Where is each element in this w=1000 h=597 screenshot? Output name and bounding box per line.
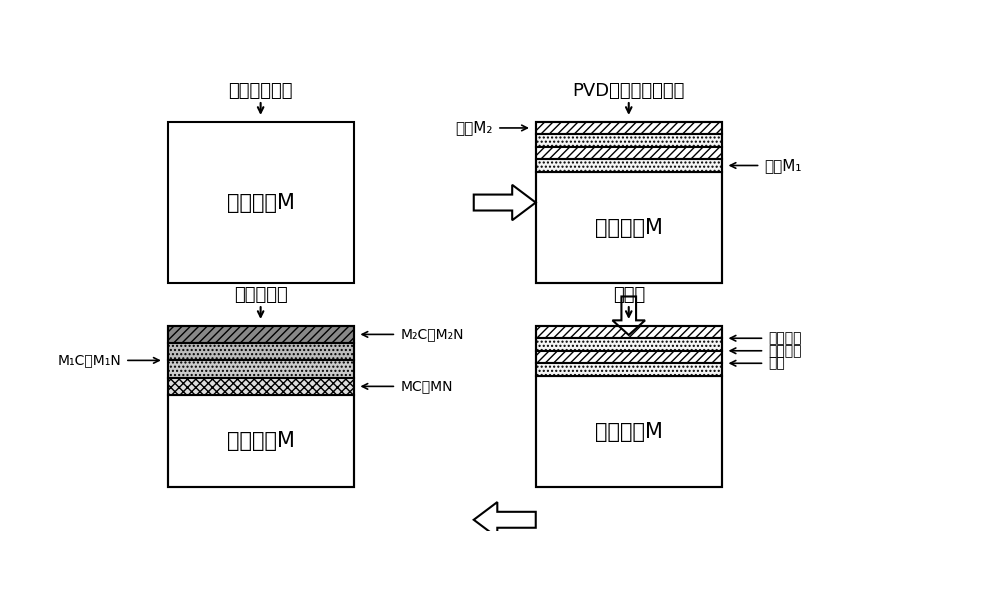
- Bar: [168, 361, 354, 378]
- Bar: [168, 378, 354, 395]
- Bar: [536, 122, 722, 284]
- Text: 金属基体M: 金属基体M: [227, 193, 295, 213]
- Bar: [536, 134, 722, 147]
- Bar: [536, 351, 722, 364]
- Bar: [168, 122, 354, 284]
- Polygon shape: [612, 297, 645, 335]
- Text: 热处理: 热处理: [613, 286, 645, 304]
- Text: 金属元素: 金属元素: [768, 331, 802, 345]
- Polygon shape: [474, 185, 536, 220]
- Bar: [536, 326, 722, 338]
- Bar: [168, 343, 354, 361]
- Text: 金属基体M: 金属基体M: [227, 431, 295, 451]
- Text: 金属M₂: 金属M₂: [456, 121, 493, 136]
- Text: 界面: 界面: [768, 356, 785, 370]
- Text: 金属M₁: 金属M₁: [764, 158, 802, 173]
- Text: M₁C或M₁N: M₁C或M₁N: [57, 353, 121, 367]
- Bar: [536, 326, 722, 487]
- Polygon shape: [474, 502, 536, 537]
- Bar: [536, 364, 722, 376]
- Bar: [168, 326, 354, 487]
- Bar: [168, 395, 354, 487]
- Bar: [168, 326, 354, 343]
- Bar: [536, 172, 722, 284]
- Text: MC或MN: MC或MN: [400, 379, 453, 393]
- Bar: [536, 147, 722, 159]
- Bar: [536, 338, 722, 351]
- Text: PVD制备金属多层膜: PVD制备金属多层膜: [573, 82, 685, 100]
- Text: M₂C或M₂N: M₂C或M₂N: [400, 327, 464, 341]
- Text: 金属基体M: 金属基体M: [595, 217, 663, 238]
- Bar: [536, 159, 722, 172]
- Text: 金属基体M: 金属基体M: [595, 421, 663, 442]
- Text: 表面研磨抛光: 表面研磨抛光: [228, 82, 293, 100]
- Text: 渗碳或渗氮: 渗碳或渗氮: [234, 286, 288, 304]
- Bar: [536, 376, 722, 487]
- Text: 间互扩散: 间互扩散: [768, 344, 802, 358]
- Bar: [536, 122, 722, 134]
